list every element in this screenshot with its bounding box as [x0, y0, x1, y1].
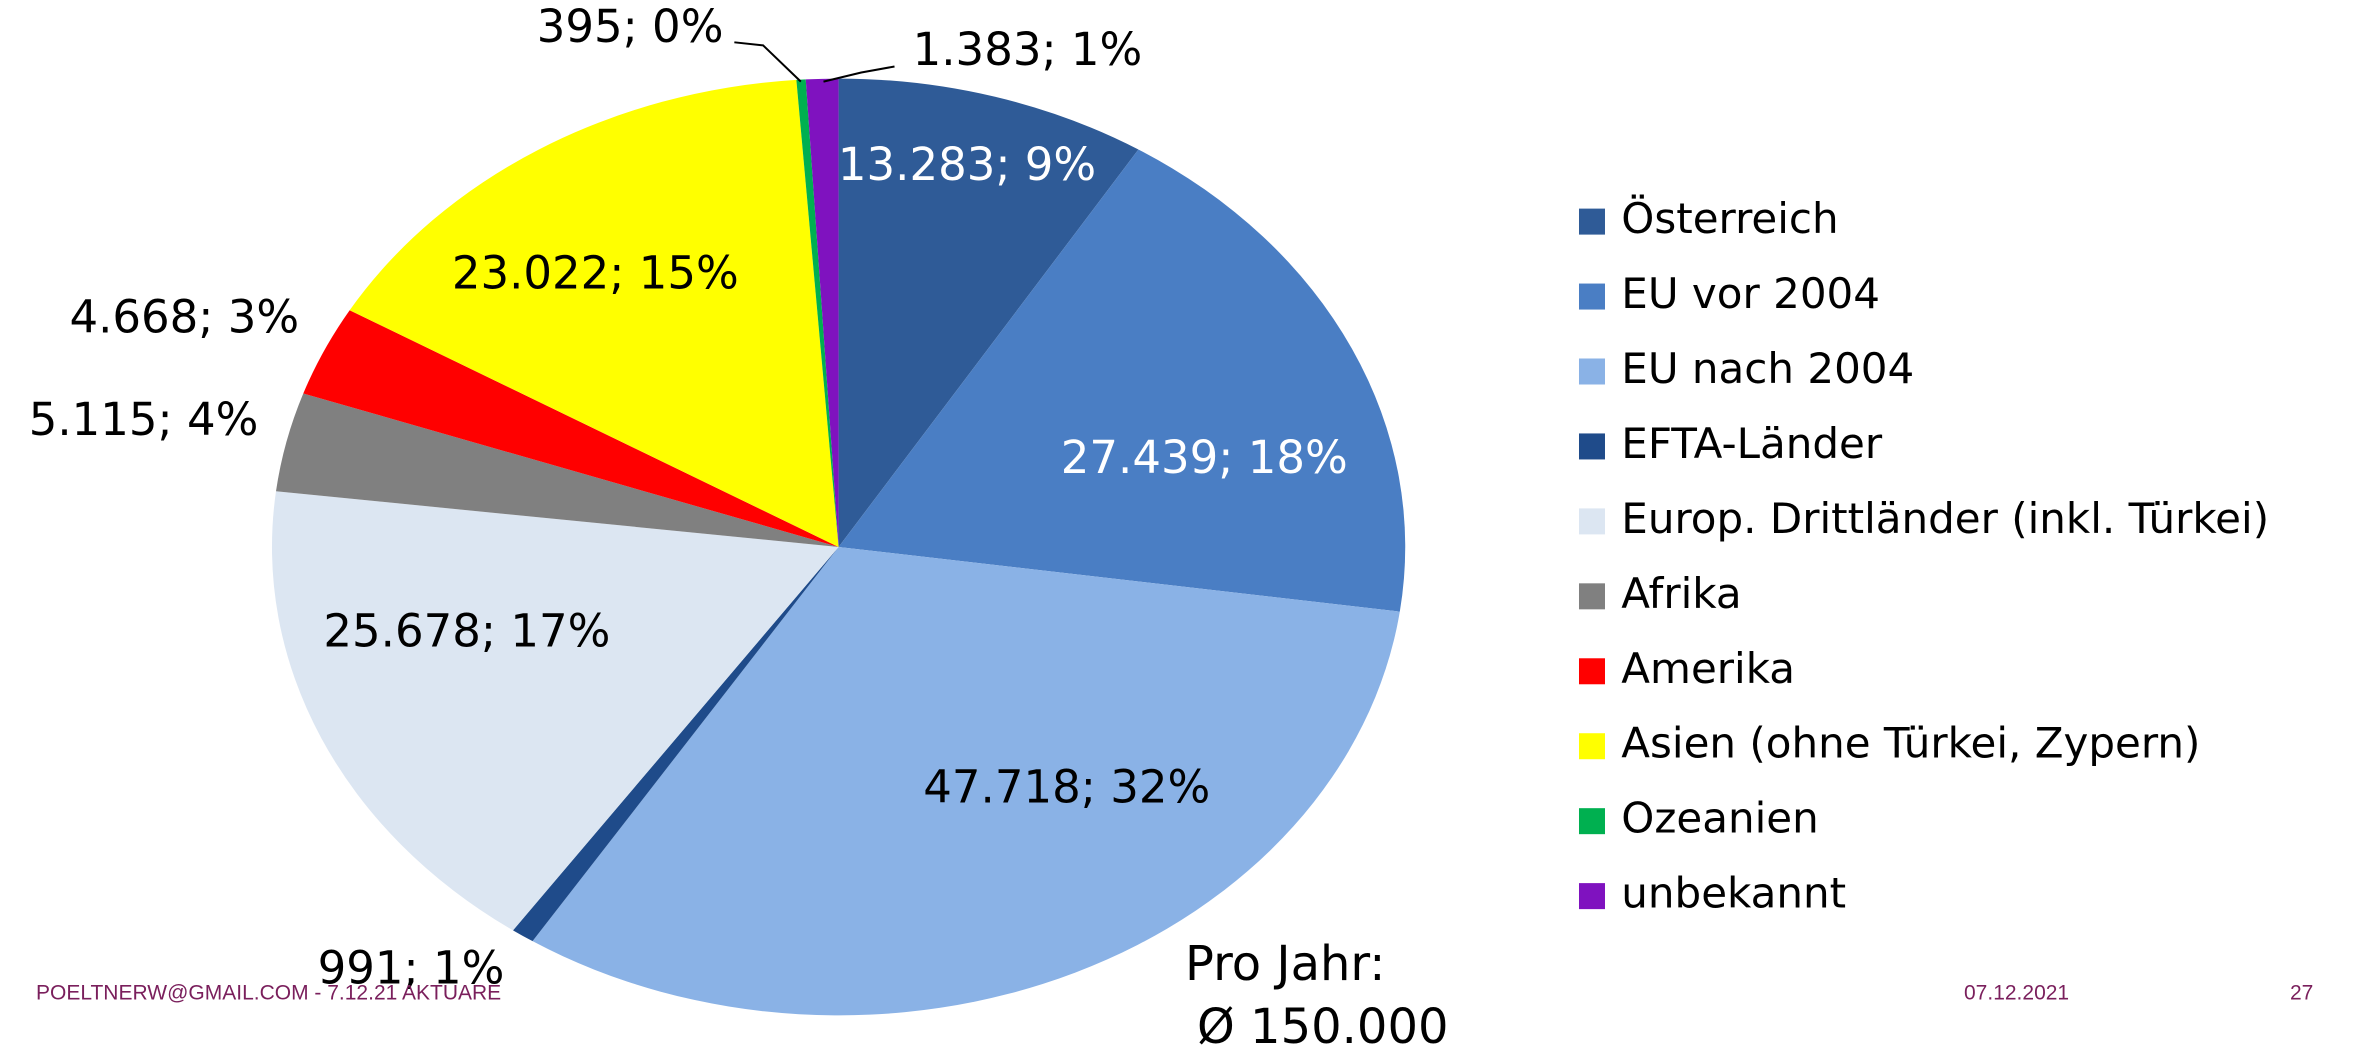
legend-swatch	[1578, 658, 1605, 685]
data-label: 47.718; 32%	[923, 760, 1210, 813]
slice	[349, 79, 839, 547]
footer-left: POELTNERW@GMAIL.COM - 7.12.21 AKTUARE	[36, 982, 501, 1005]
pie	[271, 78, 1406, 1016]
legend-swatch	[1578, 433, 1605, 460]
data-label: 23.022; 15%	[452, 247, 739, 300]
slice	[838, 149, 1406, 612]
slice	[512, 546, 839, 942]
legend-label: EFTA-Länder	[1621, 419, 1883, 468]
slice	[532, 546, 1400, 1016]
legend-label: unbekannt	[1621, 869, 1846, 918]
slice	[271, 491, 839, 931]
legend-swatch	[1578, 808, 1605, 835]
leader-line	[734, 41, 802, 83]
data-label: 395; 0%	[537, 0, 724, 53]
slice	[276, 393, 839, 547]
slice	[303, 310, 839, 547]
annotation: Ø 150.000	[1197, 999, 1449, 1054]
legend-label: Asien (ohne Türkei, Zypern)	[1621, 719, 2200, 768]
data-label: 25.678; 17%	[323, 605, 610, 658]
legend-swatch	[1578, 208, 1605, 235]
legend-label: Ozeanien	[1621, 794, 1818, 843]
legend-swatch	[1578, 733, 1605, 760]
data-label: 1.383; 1%	[913, 23, 1143, 76]
legend-swatch	[1578, 283, 1605, 310]
labels: 13.283; 9% 27.439; 18% 47.718; 32% 991; 1% 2…	[29, 0, 1348, 994]
data-label: 5.115; 4%	[29, 393, 259, 446]
legend: Österreich EU vor 2004 EU nach 2004 EFTA-Lä…	[1578, 193, 2269, 918]
slice	[796, 79, 839, 547]
legend-swatch	[1578, 583, 1605, 610]
data-label: 991; 1%	[318, 942, 505, 995]
slice	[838, 78, 1139, 547]
data-label: 4.668; 3%	[69, 290, 299, 343]
legend-label: Österreich	[1621, 193, 1838, 243]
footer-page: 27	[2290, 982, 2313, 1005]
legend-swatch	[1578, 883, 1605, 910]
data-label: 27.439; 18%	[1061, 431, 1348, 484]
slice	[805, 78, 839, 547]
leader-line	[823, 65, 895, 83]
data-label-box: 13.283; 9%	[837, 137, 1097, 191]
legend-label: Europ. Drittländer (inkl. Türkei)	[1621, 494, 2269, 543]
footer-date: 07.12.2021	[1964, 982, 2069, 1005]
legend-label: EU vor 2004	[1621, 269, 1880, 318]
legend-swatch	[1578, 508, 1605, 535]
legend-label: Amerika	[1621, 644, 1795, 693]
legend-label: EU nach 2004	[1621, 344, 1914, 393]
annotation: Pro Jahr:	[1185, 936, 1385, 992]
legend-swatch	[1578, 358, 1605, 385]
legend-label: Afrika	[1621, 569, 1741, 618]
data-label: 13.283; 9%	[837, 137, 1097, 191]
